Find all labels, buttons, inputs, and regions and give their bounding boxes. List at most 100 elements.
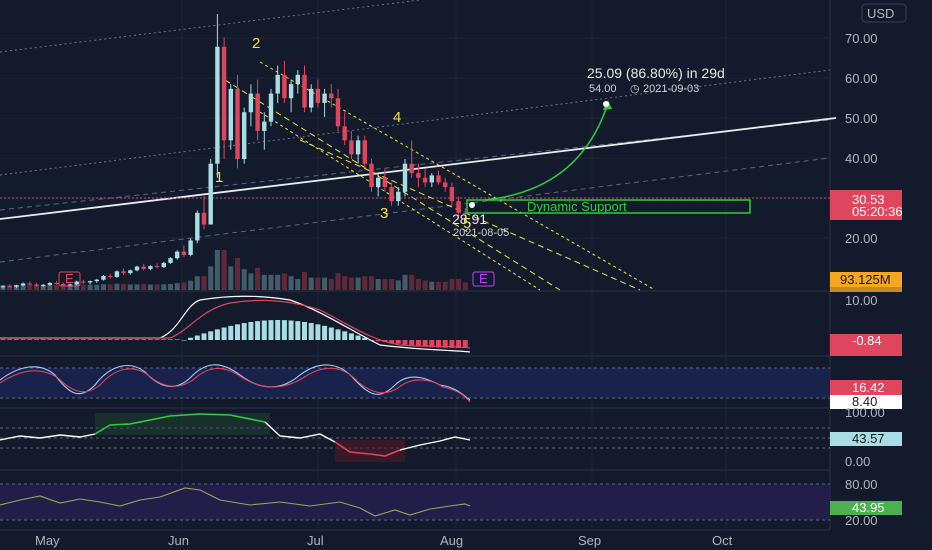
wave-labels: 2 1 3 4 5 [215,35,471,232]
svg-text:60.00: 60.00 [845,71,878,86]
volume-bar [389,279,395,290]
volume-bar [456,279,462,290]
svg-text:0.00: 0.00 [845,454,870,469]
macd-hist-bar [315,324,321,340]
macd-hist-bar [74,339,80,340]
volume-bar [34,284,39,290]
volume-bar [201,276,207,290]
macd-hist-bar [60,339,66,340]
macd-hist-bar [395,340,401,344]
macd-hist-bar [141,339,147,340]
candle-body [436,175,441,183]
adx-value: 43.95 [852,500,885,515]
macd-hist-bar [101,339,106,340]
target-text: 25.09 (86.80%) in 29d [587,65,725,81]
candle-body [181,251,187,255]
volume-bar [328,279,334,290]
support-label: Dynamic Support [527,199,627,214]
price-axis[interactable]: USD 70.00 60.00 50.00 40.00 20.00 30.53 … [830,3,907,292]
volume-bar [395,280,401,290]
svg-text:E: E [65,271,74,286]
macd-hist-bar [235,324,240,340]
macd-hist-bar [67,339,73,340]
earnings-marker-2[interactable] [472,271,495,287]
volume-bar [449,279,455,290]
macd-hist-bar [7,339,13,340]
macd-hist-bar [288,320,294,340]
wave-label-1: 1 [215,169,223,186]
target-date: 2021-09-03 [643,83,699,95]
candle-body [27,283,32,285]
macd-hist-bar [255,321,261,340]
macd-hist-bar [228,325,234,340]
candle-body [47,282,53,285]
volume-bar [154,284,160,290]
macd-hist-bar [127,339,133,340]
candle-body [81,281,86,283]
svg-text:70.00: 70.00 [845,31,878,46]
volume-bar [342,276,348,290]
macd-hist-bar [389,340,395,343]
macd-hist-bar [429,340,435,348]
macd-hist-bar [241,323,247,340]
macd-hist-bar [201,333,207,340]
low-date: 2021-08-05 [453,227,509,239]
macd-hist-bar [402,340,408,345]
volume-bar [134,284,140,290]
macd-hist-bar [47,339,53,340]
x-label-jul: Jul [307,533,324,548]
macd-hist-bar [335,329,341,340]
candle-body [0,286,6,288]
macd-hist-bar [248,321,254,340]
time-axis[interactable]: May Jun Jul Aug Sep Oct [35,533,733,548]
wave-label-2: 2 [252,35,260,52]
volume-bar [101,284,106,290]
macd-hist-bar [342,331,348,340]
candle-body [188,240,193,255]
candle-body [242,112,247,160]
volume-bar [402,274,408,290]
volume-bar [87,284,93,290]
low-price: 28.91 [452,211,487,227]
stoch-d: 8.40 [852,394,877,409]
volume-bar [248,273,254,290]
volume-bar [208,266,214,290]
macd-hist-bar [261,320,267,340]
volume-bar [369,276,374,290]
last-price-badge [830,190,902,220]
volume-bar [188,280,194,290]
volume-bar [241,269,247,290]
candle-body [355,140,361,155]
macd-hist-bar [94,339,100,340]
volume-bar [255,267,261,290]
macd-hist-bar [80,339,86,340]
candle-body [422,177,428,183]
macd-hist-bar [442,340,448,348]
candle-body [396,191,401,202]
svg-text:E: E [479,271,488,286]
volume-bar [415,279,421,290]
candle-body [235,88,240,160]
currency-label: USD [867,6,894,21]
macd-hist-bar [462,340,468,348]
macd-hist-bar [281,320,287,340]
macd-hist-bar [322,325,328,340]
volume-bar [268,274,274,290]
candle-body [34,284,39,286]
earnings-marker-1[interactable] [58,271,81,287]
candle-body [322,93,327,103]
macd-hist-bar [161,339,167,340]
candle-body [255,93,260,131]
candle-body [168,258,173,263]
wave-label-3: 3 [380,205,388,222]
candle-body [268,93,274,122]
candle-body [248,93,254,113]
macd-hist-bar [214,329,220,340]
candle-body [376,177,381,188]
macd-hist-bar [34,339,39,340]
candle-body [67,284,73,286]
macd-hist-bar [415,340,421,347]
candle-body [114,271,120,277]
macd-hist-bar [409,340,415,346]
